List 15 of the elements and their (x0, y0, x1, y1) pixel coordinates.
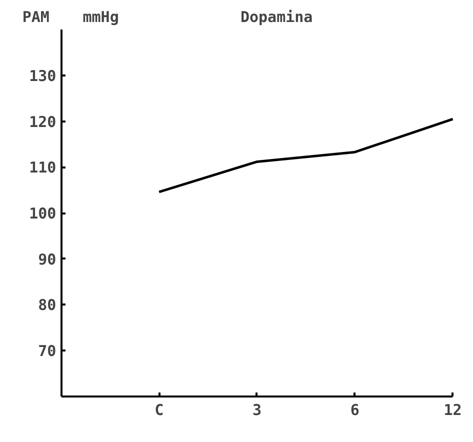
chart-title: Dopamina (240, 8, 313, 26)
x-tick-label: 3 (252, 401, 262, 420)
y-tick-label: 90 (38, 250, 56, 268)
line-series (158, 118, 454, 194)
y-tick-label: 70 (38, 342, 56, 360)
y-tick-label: 100 (29, 204, 56, 223)
y-tick-label: 130 (29, 67, 56, 86)
text: mmHg (82, 8, 119, 26)
x-tick-label: 12 (444, 401, 462, 420)
y-axis-title: PAM (22, 8, 50, 26)
y-tick-label: 110 (29, 158, 56, 177)
x-tick-label: 6 (350, 401, 360, 420)
y-tick-label: 80 (38, 296, 56, 314)
y-tick-label: 120 (29, 112, 56, 131)
x-tick-label: C (154, 401, 164, 420)
